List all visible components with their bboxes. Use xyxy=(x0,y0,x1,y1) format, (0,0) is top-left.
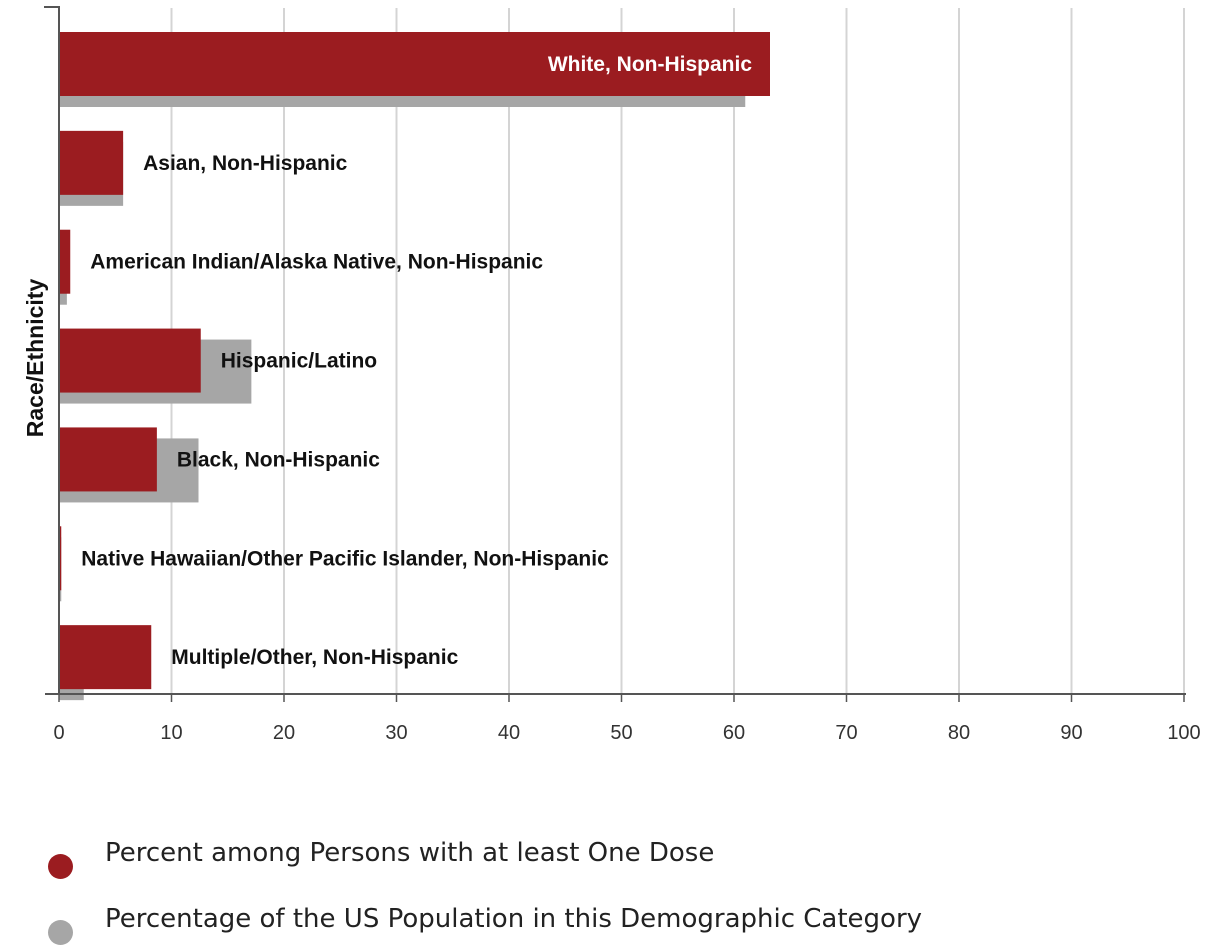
category-label: Native Hawaiian/Other Pacific Islander, … xyxy=(81,547,609,570)
category-label: White, Non-Hispanic xyxy=(548,53,752,76)
legend-swatch-us-population xyxy=(48,919,73,945)
category-label: Hispanic/Latino xyxy=(221,350,377,373)
legend: Percent among Persons with at least One … xyxy=(48,820,922,952)
bar-one-dose[interactable] xyxy=(59,625,152,690)
x-tick-label: 0 xyxy=(53,722,64,744)
bar-chart: 0 10 20 30 40 50 60 70 80 90 100 White, Non-Hispan… xyxy=(22,6,1201,744)
category-label: Multiple/Other, Non-Hispanic xyxy=(171,646,458,669)
gridlines xyxy=(170,8,1185,694)
legend-label-one-dose: Percent among Persons with at least One … xyxy=(105,838,715,868)
bar-one-dose[interactable] xyxy=(59,526,62,591)
bar-one-dose[interactable] xyxy=(59,130,124,195)
x-tick-label: 100 xyxy=(1167,722,1200,744)
legend-swatch-one-dose xyxy=(48,853,73,879)
bars xyxy=(59,32,770,701)
x-tick-label: 80 xyxy=(948,722,970,744)
bar-one-dose[interactable] xyxy=(59,32,770,96)
x-tick-label: 20 xyxy=(273,722,295,744)
category-label: American Indian/Alaska Native, Non-Hispa… xyxy=(90,251,543,274)
x-tick-label: 50 xyxy=(610,722,632,744)
y-axis-title: Race/Ethnicity xyxy=(22,279,48,438)
category-label: Asian, Non-Hispanic xyxy=(143,152,348,175)
bar-one-dose[interactable] xyxy=(59,229,71,294)
x-tick-label: 90 xyxy=(1060,722,1082,744)
category-labels: White, Non-Hispanic Asian, Non-Hispanic Am… xyxy=(81,53,752,669)
bar-one-dose[interactable] xyxy=(59,427,157,492)
category-label: Black, Non-Hispanic xyxy=(177,448,380,471)
x-tick-label: 40 xyxy=(498,722,520,744)
legend-item-one-dose[interactable]: Percent among Persons with at least One … xyxy=(48,820,922,886)
x-tick-label: 10 xyxy=(160,722,182,744)
x-tick-label: 60 xyxy=(723,722,745,744)
x-tick-label: 30 xyxy=(385,722,407,744)
legend-label-us-population: Percentage of the US Population in this … xyxy=(105,904,923,934)
bar-one-dose[interactable] xyxy=(59,328,201,393)
legend-item-us-population[interactable]: Percentage of the US Population in this … xyxy=(48,886,922,952)
axes: 0 10 20 30 40 50 60 70 80 90 100 xyxy=(44,6,1201,744)
x-tick-label: 70 xyxy=(835,722,857,744)
